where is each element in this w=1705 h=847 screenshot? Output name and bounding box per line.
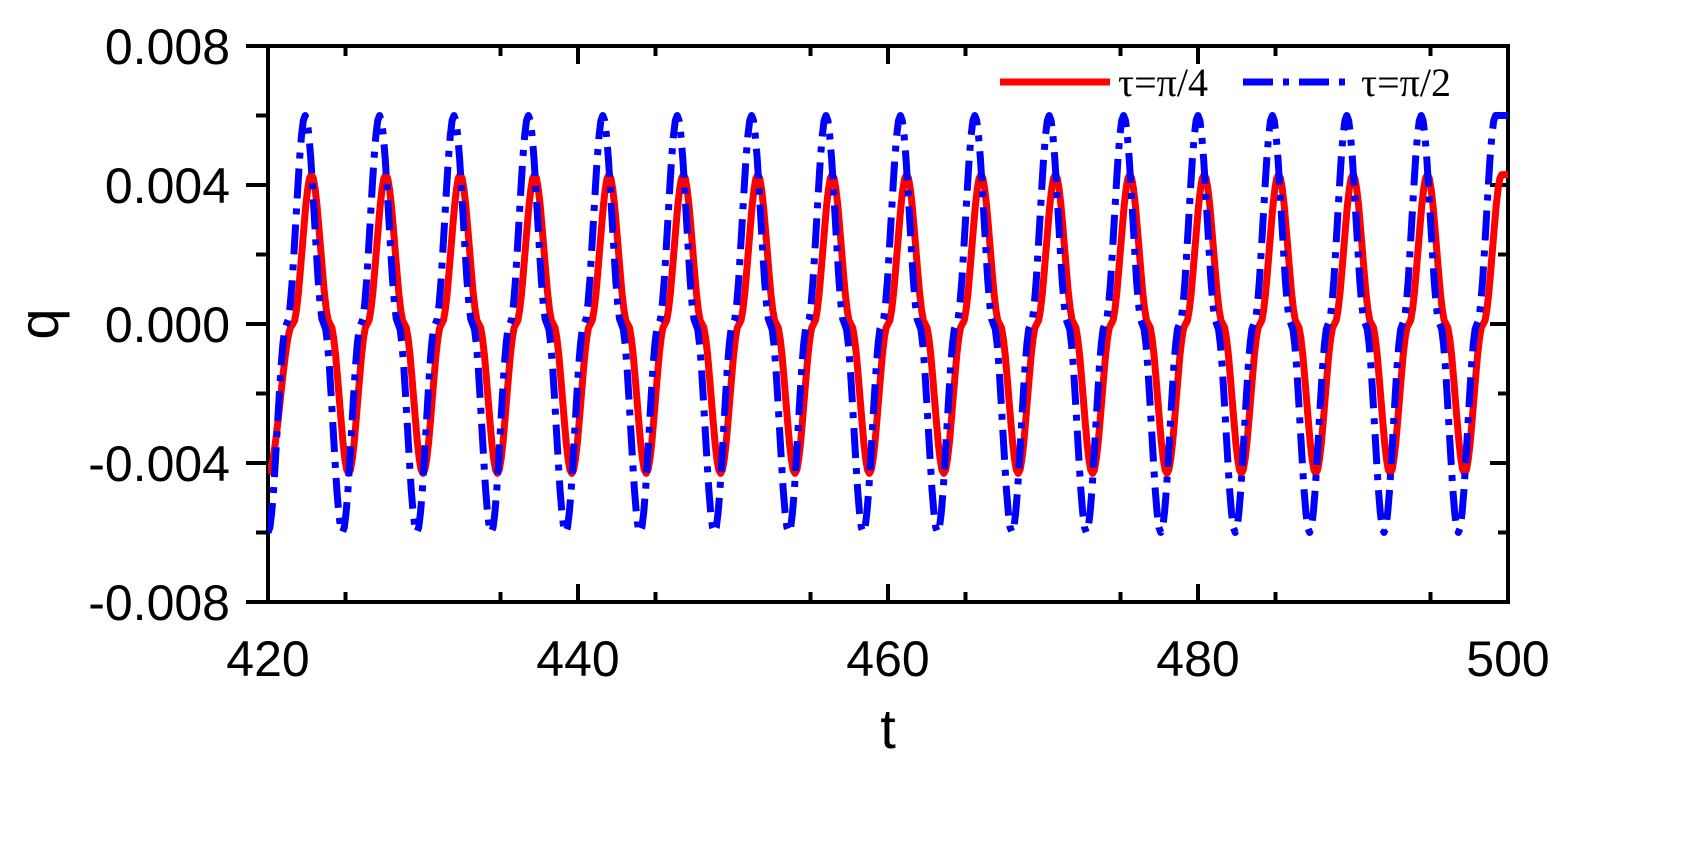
legend-label-1: τ=π/4 — [1118, 60, 1208, 105]
series-line-2 — [268, 112, 1508, 536]
y-tick-label: 0.008 — [105, 19, 230, 75]
series-line-1 — [268, 171, 1508, 477]
y-tick-label: -0.008 — [88, 575, 230, 631]
y-axis-label: q — [7, 308, 70, 339]
series-lines — [268, 112, 1508, 536]
y-tick-label: 0.000 — [105, 297, 230, 353]
x-tick-label: 500 — [1466, 631, 1549, 687]
x-axis-label: t — [880, 697, 896, 760]
x-tick-label: 440 — [536, 631, 619, 687]
x-tick-label: 460 — [846, 631, 929, 687]
legend-label-2: τ=π/2 — [1361, 60, 1451, 105]
axes: 420 440 460 480 500 -0.008 -0.004 0.000 0.004 0.0… — [88, 19, 1550, 687]
x-tick-label: 420 — [226, 631, 309, 687]
x-tick-label: 480 — [1156, 631, 1239, 687]
legend: τ=π/4 τ=π/2 — [1000, 60, 1451, 105]
y-tick-label: 0.004 — [105, 158, 230, 214]
y-tick-label: -0.004 — [88, 436, 230, 492]
